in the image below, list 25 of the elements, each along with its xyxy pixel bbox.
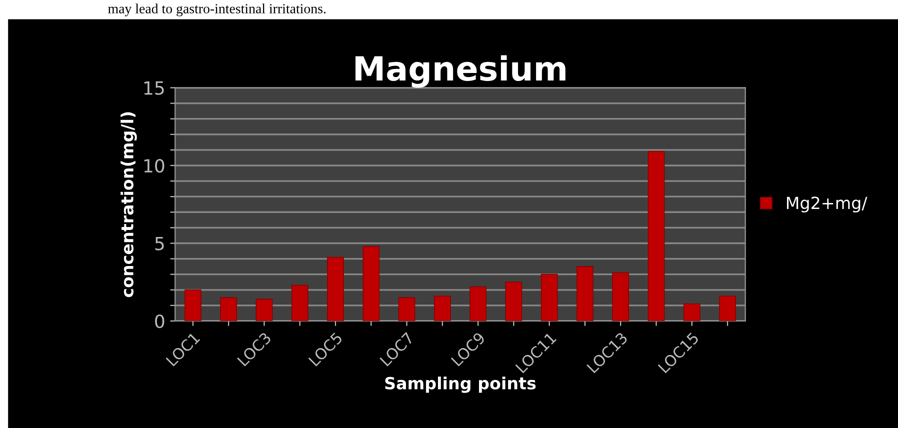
bar: [576, 266, 594, 321]
chart-title: Magnesium: [355, 55, 566, 88]
y-tick-label: 0: [155, 314, 164, 328]
bar: [683, 303, 700, 321]
bar: [256, 298, 273, 321]
bar: [470, 286, 486, 321]
bar: [719, 296, 736, 321]
bar: [648, 151, 665, 321]
bar: [540, 274, 558, 321]
bar: [362, 246, 380, 321]
x-axis-title: Sampling points: [385, 376, 536, 393]
y-tick-label: 10: [144, 158, 164, 173]
bar: [612, 272, 630, 321]
y-tick-label: 5: [155, 236, 164, 250]
bar: [291, 284, 308, 321]
legend-label: Mg2+mg/: [786, 196, 868, 212]
bar: [434, 296, 451, 321]
bar: [398, 297, 416, 321]
y-tick-label: 15: [144, 81, 164, 95]
bar: [184, 289, 202, 321]
bar: [505, 282, 522, 321]
bar: [327, 256, 344, 321]
text: may lead to gastro-intestinal irritations.: [108, 4, 326, 16]
y-axis-title: concentration(mg/l): [120, 112, 137, 298]
bar: [220, 297, 238, 321]
